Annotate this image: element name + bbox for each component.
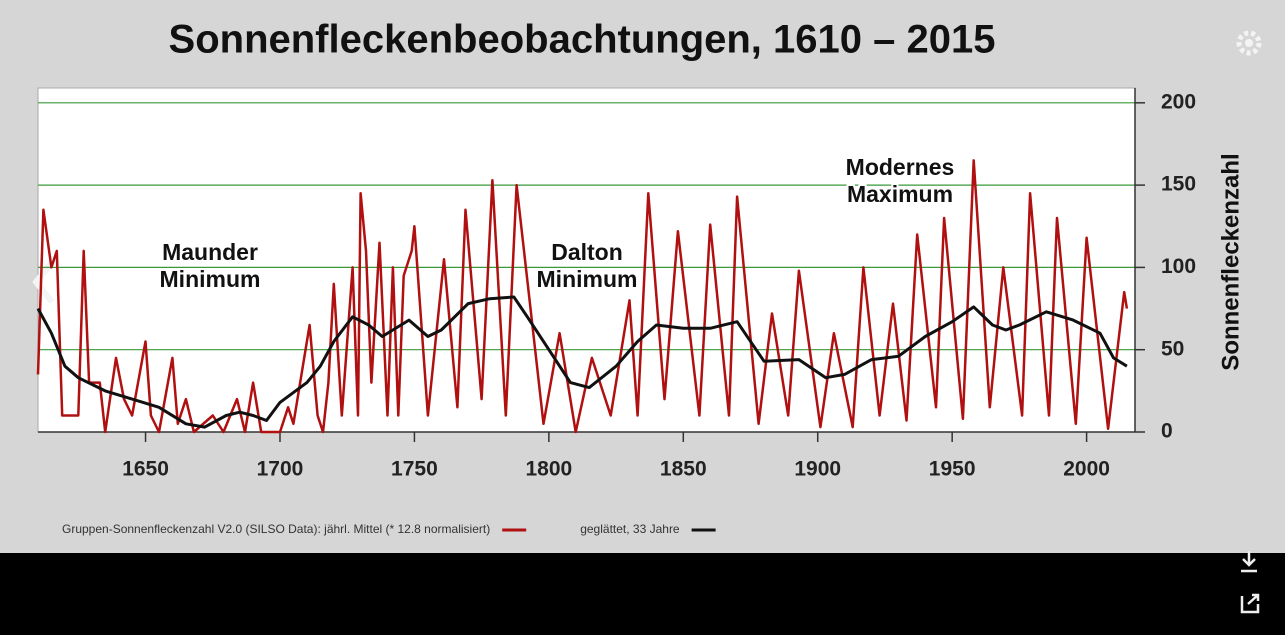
series-line: [36, 295, 1128, 429]
x-tick-label: 1700: [257, 458, 304, 481]
annotation: Dalton: [551, 239, 623, 265]
x-tick-label: 1750: [391, 458, 438, 481]
legend-label: geglättet, 33 Jahre: [580, 522, 680, 536]
series-line: [36, 159, 1129, 434]
x-tick-label: 1650: [122, 458, 169, 481]
share-glyph: [1240, 593, 1260, 614]
x-tick-label: 1850: [660, 458, 707, 481]
y-axis-label: Sonnenfleckenzahl: [1217, 153, 1244, 370]
share-icon[interactable]: [1240, 593, 1260, 614]
back-arrow[interactable]: [32, 260, 55, 304]
annotation: Minimum: [160, 266, 261, 292]
annotation: Maunder: [162, 239, 258, 265]
legend-label: Gruppen-Sonnenfleckenzahl V2.0 (SILSO Da…: [62, 522, 490, 536]
x-tick-label: 1950: [929, 458, 976, 481]
y-tick-label: 100: [1161, 255, 1196, 278]
annotation: Minimum: [537, 266, 638, 292]
chart-title: Sonnenfleckenbeobachtungen, 1610 – 2015: [169, 18, 996, 62]
y-tick-label: 150: [1161, 173, 1196, 196]
plot-area: [37, 87, 1136, 433]
annotation: Modernes: [846, 154, 955, 180]
download-glyph: [1241, 551, 1257, 573]
gear-center: [1245, 39, 1253, 47]
x-tick-label: 2000: [1063, 458, 1110, 481]
y-tick-label: 200: [1161, 90, 1196, 113]
x-tick-label: 1900: [794, 458, 841, 481]
settings-icon[interactable]: [1236, 30, 1262, 56]
y-tick-label: 50: [1161, 337, 1184, 360]
gear: [1236, 30, 1262, 56]
toolbar: [0, 553, 1285, 635]
annotation: Maximum: [847, 181, 953, 207]
download-icon[interactable]: [1241, 551, 1257, 573]
y-tick-label: 0: [1161, 420, 1173, 443]
x-tick-label: 1800: [525, 458, 572, 481]
